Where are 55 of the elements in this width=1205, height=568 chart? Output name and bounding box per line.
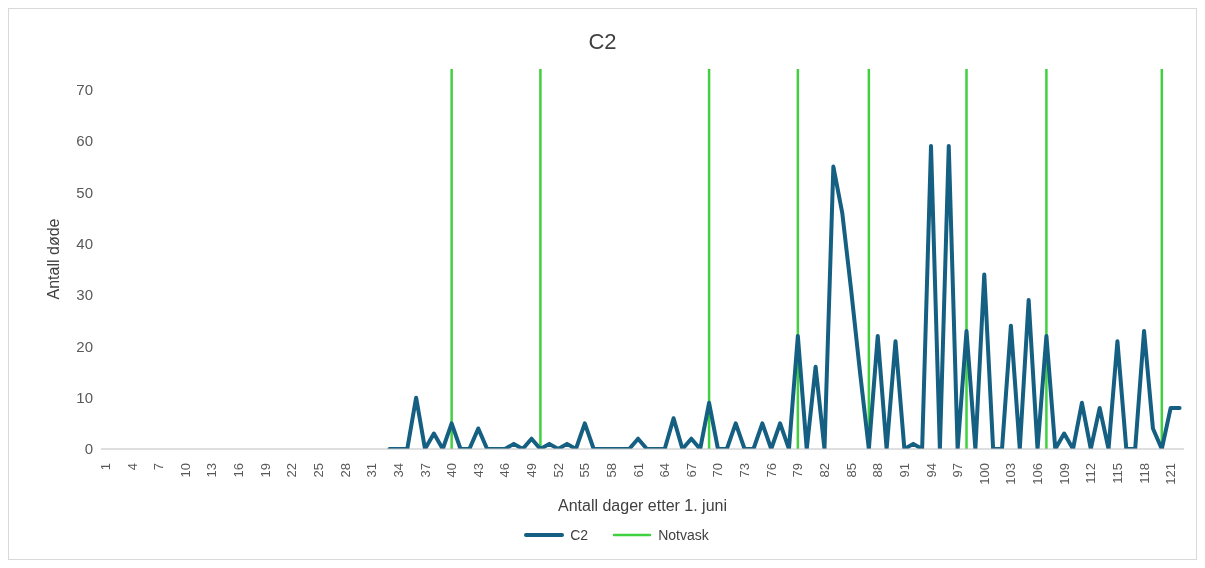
x-tick-label: 22 bbox=[284, 463, 300, 478]
x-tick-label: 7 bbox=[151, 463, 167, 471]
x-tick-label: 121 bbox=[1163, 463, 1179, 485]
x-tick-label: 16 bbox=[231, 463, 247, 478]
x-axis-title: Antall dager etter 1. juni bbox=[558, 497, 727, 514]
x-tick-label: 37 bbox=[417, 463, 433, 478]
x-tick-label: 10 bbox=[177, 463, 193, 478]
x-tick-label: 100 bbox=[976, 463, 992, 485]
x-tick-label: 1 bbox=[97, 463, 113, 471]
x-tick-label: 88 bbox=[870, 463, 886, 478]
y-tick-label: 10 bbox=[76, 388, 93, 406]
x-tick-label: 61 bbox=[630, 463, 646, 478]
x-tick-label: 103 bbox=[1003, 463, 1019, 485]
x-tick-label: 19 bbox=[257, 463, 273, 478]
y-tick-label: 20 bbox=[76, 337, 93, 355]
y-axis-title: Antall døde bbox=[44, 218, 62, 300]
chart-title: C2 bbox=[587, 29, 618, 55]
x-tick-label: 46 bbox=[497, 463, 513, 478]
y-tick-label: 30 bbox=[76, 286, 93, 304]
x-tick-label: 85 bbox=[843, 463, 859, 478]
x-tick-label: 76 bbox=[763, 463, 779, 478]
x-tick-label: 67 bbox=[683, 463, 699, 478]
x-tick-label: 115 bbox=[1109, 463, 1125, 484]
x-tick-label: 94 bbox=[923, 463, 939, 478]
x-tick-label: 106 bbox=[1030, 463, 1046, 485]
x-tick-label: 52 bbox=[550, 463, 566, 478]
x-tick-label: 73 bbox=[737, 463, 753, 478]
x-tick-label: 55 bbox=[577, 463, 593, 478]
x-tick-label: 34 bbox=[390, 463, 406, 478]
y-tick-label: 70 bbox=[76, 80, 93, 98]
x-tick-label: 112 bbox=[1083, 463, 1099, 484]
x-tick-label: 118 bbox=[1136, 463, 1152, 484]
x-tick-label: 31 bbox=[364, 463, 380, 478]
x-tick-label: 25 bbox=[310, 463, 326, 478]
x-tick-label: 79 bbox=[790, 463, 806, 478]
y-tick-label: 60 bbox=[76, 132, 93, 150]
x-tick-label: 28 bbox=[337, 463, 353, 478]
x-tick-label: 4 bbox=[124, 463, 140, 471]
x-tick-label: 58 bbox=[603, 463, 619, 478]
y-tick-label: 50 bbox=[76, 183, 93, 201]
x-tick-label: 91 bbox=[896, 463, 912, 478]
x-tick-label: 82 bbox=[816, 463, 832, 478]
x-tick-label: 64 bbox=[657, 463, 673, 478]
y-tick-label: 40 bbox=[76, 234, 93, 252]
x-tick-label: 43 bbox=[470, 463, 486, 478]
x-tick-label: 70 bbox=[710, 463, 726, 478]
legend-label: Notvask bbox=[658, 527, 709, 543]
line-series bbox=[387, 144, 1182, 449]
x-tick-label: 13 bbox=[204, 463, 220, 478]
legend-label: C2 bbox=[570, 527, 589, 543]
y-tick-label: 0 bbox=[84, 440, 93, 458]
x-tick-label: 40 bbox=[444, 463, 460, 478]
x-tick-label: 49 bbox=[524, 463, 540, 478]
x-tick-label: 97 bbox=[950, 463, 966, 478]
x-tick-label: 109 bbox=[1056, 463, 1072, 485]
